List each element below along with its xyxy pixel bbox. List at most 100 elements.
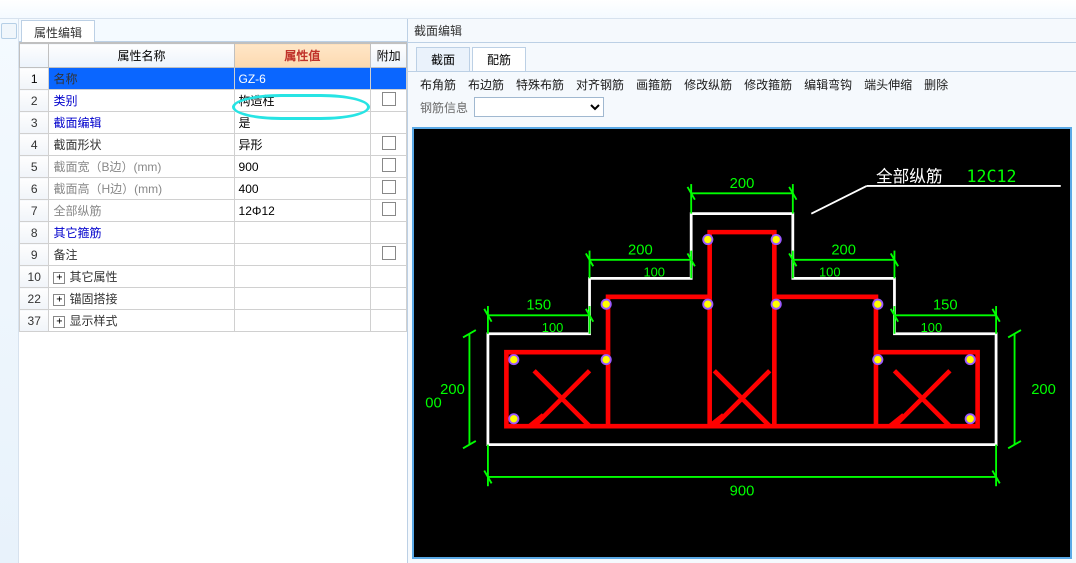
properties-panel: 属性编辑 属性名称 属性值 附加 1名称GZ-62类别: [19, 19, 408, 563]
tool-2[interactable]: 特殊布筋: [516, 76, 564, 93]
svg-text:200: 200: [440, 382, 465, 398]
prop-name-cell[interactable]: 名称: [49, 68, 234, 90]
append-cell[interactable]: [371, 266, 407, 288]
section-editor-title: 截面编辑: [408, 19, 1076, 43]
table-row[interactable]: 9备注: [20, 244, 407, 266]
svg-text:100: 100: [643, 264, 665, 279]
table-row[interactable]: 3截面编辑是: [20, 112, 407, 134]
svg-text:12C12: 12C12: [967, 167, 1017, 186]
tool-4[interactable]: 画箍筋: [636, 76, 672, 93]
row-number: 6: [20, 178, 49, 200]
prop-name-cell[interactable]: 类别: [49, 90, 234, 112]
svg-text:200: 200: [628, 242, 653, 258]
section-editor-panel: 截面编辑 截面配筋 布角筋布边筋特殊布筋对齐钢筋画箍筋修改纵筋修改箍筋编辑弯钩端…: [408, 19, 1076, 563]
tool-8[interactable]: 端头伸缩: [864, 76, 912, 93]
expand-icon[interactable]: +: [53, 272, 65, 284]
prop-name-cell[interactable]: 全部纵筋: [49, 200, 234, 222]
prop-name-cell[interactable]: 截面形状: [49, 134, 234, 156]
svg-text:200: 200: [1031, 382, 1056, 398]
prop-value-cell[interactable]: 是: [234, 112, 371, 134]
append-cell[interactable]: [371, 288, 407, 310]
prop-name-cell[interactable]: 截面编辑: [49, 112, 234, 134]
left-tab-strip: 属性编辑: [19, 19, 407, 42]
append-cell[interactable]: [371, 178, 407, 200]
append-cell[interactable]: [371, 68, 407, 90]
row-number: 1: [20, 68, 49, 90]
prop-value-cell[interactable]: 12Φ12: [234, 200, 371, 222]
append-cell[interactable]: [371, 310, 407, 332]
expand-icon[interactable]: +: [53, 294, 65, 306]
append-checkbox[interactable]: [382, 92, 396, 106]
th-name[interactable]: 属性名称: [49, 44, 234, 68]
tab-property-edit[interactable]: 属性编辑: [21, 20, 95, 42]
svg-text:100: 100: [921, 320, 943, 335]
svg-text:00: 00: [425, 396, 441, 412]
prop-name-cell[interactable]: 截面高（H边）(mm): [49, 178, 234, 200]
table-row[interactable]: 22+锚固搭接: [20, 288, 407, 310]
table-row[interactable]: 37+显示样式: [20, 310, 407, 332]
prop-value-cell[interactable]: 400: [234, 178, 371, 200]
vertical-toolbar: [0, 19, 19, 563]
th-value[interactable]: 属性值: [234, 44, 371, 68]
prop-value-cell[interactable]: [234, 244, 371, 266]
prop-value-cell[interactable]: 构造柱: [234, 90, 371, 112]
prop-name-cell[interactable]: +锚固搭接: [49, 288, 234, 310]
tool-0[interactable]: 布角筋: [420, 76, 456, 93]
append-cell[interactable]: [371, 244, 407, 266]
append-checkbox[interactable]: [382, 158, 396, 172]
prop-name-cell[interactable]: 截面宽（B边）(mm): [49, 156, 234, 178]
append-cell[interactable]: [371, 200, 407, 222]
svg-text:200: 200: [730, 176, 755, 192]
row-number: 22: [20, 288, 49, 310]
prop-value-cell[interactable]: GZ-6: [234, 68, 371, 90]
prop-name-cell[interactable]: +其它属性: [49, 266, 234, 288]
prop-value-cell[interactable]: [234, 222, 371, 244]
append-checkbox[interactable]: [382, 180, 396, 194]
sub-tab-1[interactable]: 配筋: [472, 47, 526, 71]
append-cell[interactable]: [371, 222, 407, 244]
append-cell[interactable]: [371, 156, 407, 178]
append-cell[interactable]: [371, 134, 407, 156]
tool-7[interactable]: 编辑弯钩: [804, 76, 852, 93]
app-root: 属性编辑 属性名称 属性值 附加 1名称GZ-62类别: [0, 0, 1076, 563]
prop-name-cell[interactable]: +显示样式: [49, 310, 234, 332]
prop-value-cell[interactable]: [234, 288, 371, 310]
prop-name-cell[interactable]: 其它箍筋: [49, 222, 234, 244]
svg-text:150: 150: [933, 298, 958, 314]
sub-tab-0[interactable]: 截面: [416, 47, 470, 71]
tool-9[interactable]: 删除: [924, 76, 948, 93]
expand-icon[interactable]: +: [53, 316, 65, 328]
row-number: 4: [20, 134, 49, 156]
append-cell[interactable]: [371, 112, 407, 134]
table-row[interactable]: 1名称GZ-6: [20, 68, 407, 90]
svg-text:100: 100: [819, 264, 841, 279]
append-checkbox[interactable]: [382, 136, 396, 150]
table-row[interactable]: 2类别构造柱: [20, 90, 407, 112]
svg-text:全部纵筋: 全部纵筋: [876, 167, 942, 186]
append-cell[interactable]: [371, 90, 407, 112]
tool-5[interactable]: 修改纵筋: [684, 76, 732, 93]
append-checkbox[interactable]: [382, 246, 396, 260]
rebar-info-select[interactable]: [474, 97, 604, 117]
table-row[interactable]: 10+其它属性: [20, 266, 407, 288]
vtb-btn-1[interactable]: [1, 23, 17, 39]
prop-value-cell[interactable]: 900: [234, 156, 371, 178]
top-toolbar-strip: [0, 0, 1076, 19]
tool-6[interactable]: 修改箍筋: [744, 76, 792, 93]
section-canvas[interactable]: 20020020010010015015010010020000200900全部…: [412, 127, 1072, 559]
table-row[interactable]: 7全部纵筋12Φ12: [20, 200, 407, 222]
prop-value-cell[interactable]: 异形: [234, 134, 371, 156]
row-number: 3: [20, 112, 49, 134]
tool-1[interactable]: 布边筋: [468, 76, 504, 93]
tool-3[interactable]: 对齐钢筋: [576, 76, 624, 93]
append-checkbox[interactable]: [382, 202, 396, 216]
row-number: 2: [20, 90, 49, 112]
prop-value-cell[interactable]: [234, 266, 371, 288]
table-row[interactable]: 8其它箍筋: [20, 222, 407, 244]
table-row[interactable]: 4截面形状异形: [20, 134, 407, 156]
table-row[interactable]: 6截面高（H边）(mm)400: [20, 178, 407, 200]
table-row[interactable]: 5截面宽（B边）(mm)900: [20, 156, 407, 178]
th-append[interactable]: 附加: [371, 44, 407, 68]
prop-name-cell[interactable]: 备注: [49, 244, 234, 266]
prop-value-cell[interactable]: [234, 310, 371, 332]
